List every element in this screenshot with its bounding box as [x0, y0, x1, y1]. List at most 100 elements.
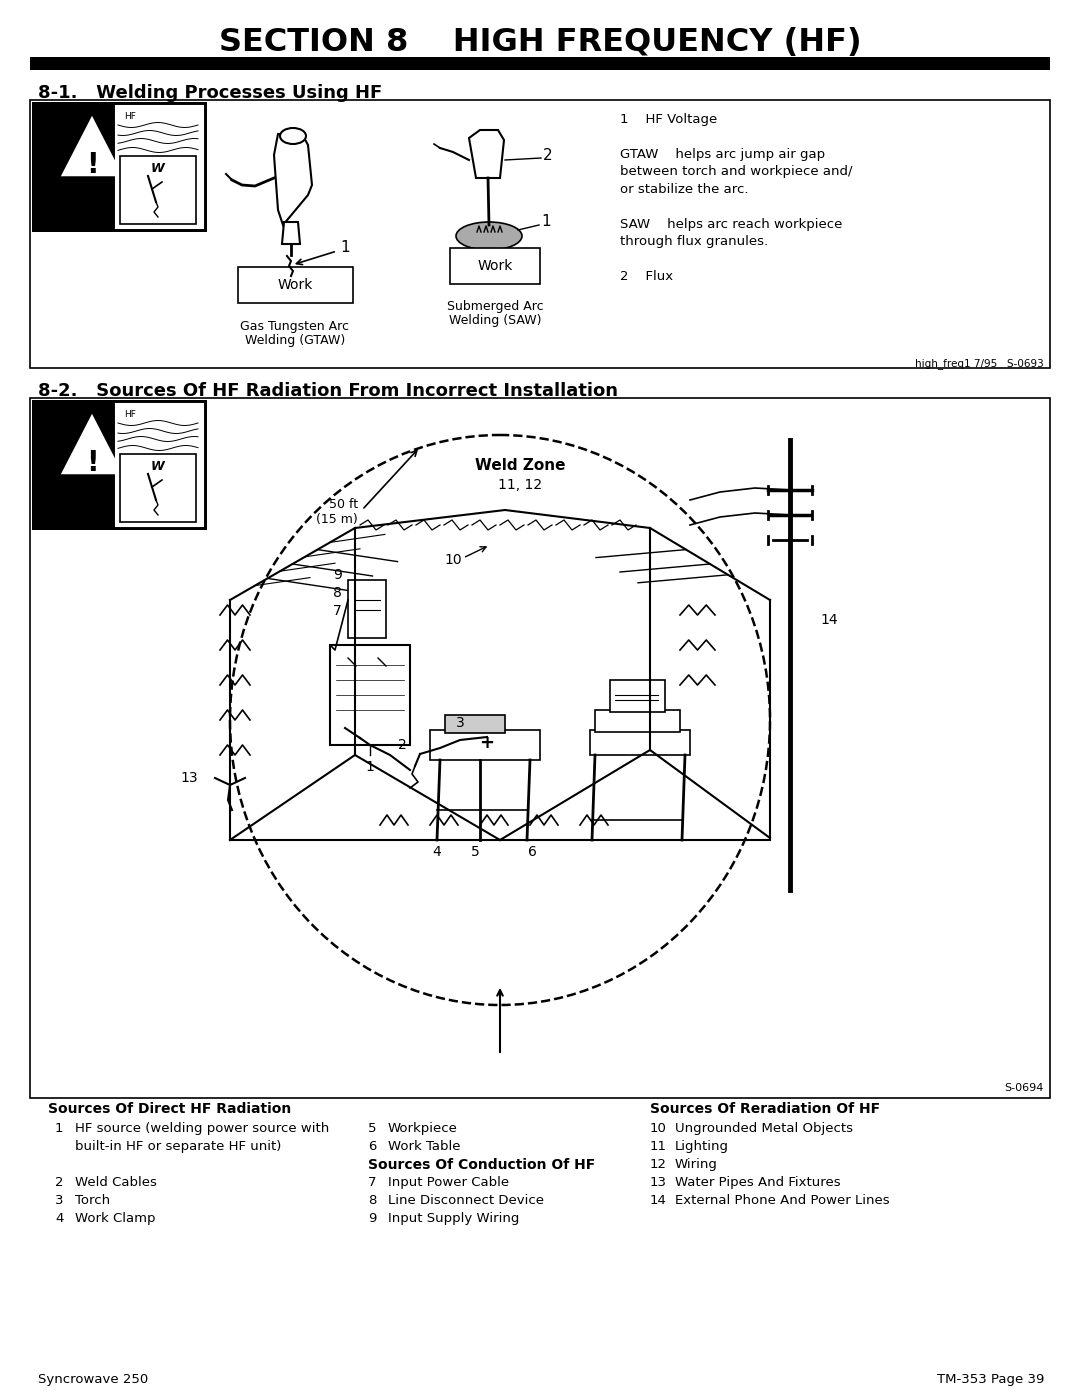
FancyBboxPatch shape: [595, 710, 680, 732]
Text: Input Supply Wiring: Input Supply Wiring: [388, 1213, 519, 1225]
Ellipse shape: [456, 222, 522, 250]
Text: 8-1.   Welding Processes Using HF: 8-1. Welding Processes Using HF: [38, 84, 382, 102]
Text: 1    HF Voltage: 1 HF Voltage: [620, 113, 717, 126]
Text: 1: 1: [365, 760, 375, 774]
Text: HF source (welding power source with: HF source (welding power source with: [75, 1122, 329, 1134]
Text: between torch and workpiece and/: between torch and workpiece and/: [620, 165, 852, 179]
Text: or stabilize the arc.: or stabilize the arc.: [620, 183, 748, 196]
Text: Syncrowave 250: Syncrowave 250: [38, 1373, 148, 1386]
Text: through flux granules.: through flux granules.: [620, 236, 768, 249]
Text: !: !: [85, 448, 98, 476]
Text: 10: 10: [444, 553, 462, 567]
FancyBboxPatch shape: [32, 400, 207, 529]
Polygon shape: [274, 134, 312, 225]
Text: 14: 14: [650, 1194, 666, 1207]
Text: 10: 10: [650, 1122, 666, 1134]
FancyBboxPatch shape: [30, 101, 1050, 367]
Text: 6: 6: [368, 1140, 376, 1153]
Text: Input Power Cable: Input Power Cable: [388, 1176, 509, 1189]
Text: 9: 9: [368, 1213, 376, 1225]
Polygon shape: [58, 409, 126, 476]
Text: Weld Cables: Weld Cables: [75, 1176, 157, 1189]
Text: Work Clamp: Work Clamp: [75, 1213, 156, 1225]
Text: 2: 2: [399, 738, 407, 752]
Text: 9: 9: [333, 569, 342, 583]
Text: Torch: Torch: [75, 1194, 110, 1207]
Text: Sources Of Direct HF Radiation: Sources Of Direct HF Radiation: [48, 1102, 292, 1116]
Text: 1: 1: [340, 240, 350, 256]
Text: Gas Tungsten Arc: Gas Tungsten Arc: [241, 320, 350, 332]
Text: SECTION 8    HIGH FREQUENCY (HF): SECTION 8 HIGH FREQUENCY (HF): [218, 27, 862, 57]
Text: Sources Of Reradiation Of HF: Sources Of Reradiation Of HF: [650, 1102, 880, 1116]
FancyBboxPatch shape: [30, 57, 1050, 70]
Text: HF: HF: [124, 409, 136, 419]
Text: 2: 2: [543, 148, 553, 162]
Text: 1: 1: [55, 1122, 64, 1134]
Text: Submerged Arc: Submerged Arc: [447, 300, 543, 313]
Text: 3: 3: [456, 717, 464, 731]
Polygon shape: [58, 112, 126, 177]
Text: 13: 13: [650, 1176, 667, 1189]
Text: Water Pipes And Fixtures: Water Pipes And Fixtures: [675, 1176, 840, 1189]
Text: W: W: [151, 162, 165, 175]
Text: 4: 4: [433, 845, 442, 859]
Text: 5: 5: [471, 845, 480, 859]
Text: Work Table: Work Table: [388, 1140, 460, 1153]
Text: 3: 3: [55, 1194, 64, 1207]
FancyBboxPatch shape: [330, 645, 410, 745]
FancyBboxPatch shape: [590, 731, 690, 754]
Text: !: !: [85, 151, 98, 179]
Text: 2: 2: [55, 1176, 64, 1189]
Text: 11: 11: [650, 1140, 667, 1153]
Text: Wiring: Wiring: [675, 1158, 718, 1171]
Text: 8: 8: [333, 585, 342, 599]
Text: Ungrounded Metal Objects: Ungrounded Metal Objects: [675, 1122, 853, 1134]
Text: W: W: [151, 460, 165, 472]
Text: Work: Work: [477, 258, 513, 272]
Text: Line Disconnect Device: Line Disconnect Device: [388, 1194, 544, 1207]
Text: Lighting: Lighting: [675, 1140, 729, 1153]
FancyBboxPatch shape: [120, 156, 195, 224]
Text: Welding (SAW): Welding (SAW): [449, 314, 541, 327]
Text: 13: 13: [180, 771, 198, 785]
Text: 11, 12: 11, 12: [498, 478, 542, 492]
Text: 2    Flux: 2 Flux: [620, 271, 673, 284]
Text: 6: 6: [527, 845, 537, 859]
FancyBboxPatch shape: [116, 404, 203, 527]
Text: Welding (GTAW): Welding (GTAW): [245, 334, 346, 346]
Polygon shape: [430, 731, 540, 760]
FancyBboxPatch shape: [610, 680, 665, 712]
Text: Weld Zone: Weld Zone: [475, 457, 565, 472]
Text: Sources Of Conduction Of HF: Sources Of Conduction Of HF: [368, 1158, 595, 1172]
Text: HF: HF: [124, 112, 136, 122]
Text: TM-353 Page 39: TM-353 Page 39: [936, 1373, 1044, 1386]
Text: GTAW    helps arc jump air gap: GTAW helps arc jump air gap: [620, 148, 825, 161]
Ellipse shape: [280, 129, 306, 144]
Text: 5: 5: [368, 1122, 377, 1134]
Text: 4: 4: [55, 1213, 64, 1225]
FancyBboxPatch shape: [32, 102, 207, 232]
FancyBboxPatch shape: [450, 249, 540, 284]
Polygon shape: [469, 130, 504, 177]
FancyBboxPatch shape: [348, 580, 386, 638]
Text: 8: 8: [368, 1194, 376, 1207]
Text: 8-2.   Sources Of HF Radiation From Incorrect Installation: 8-2. Sources Of HF Radiation From Incorr…: [38, 381, 618, 400]
Text: S-0694: S-0694: [1004, 1083, 1044, 1092]
Text: built-in HF or separate HF unit): built-in HF or separate HF unit): [75, 1140, 282, 1153]
FancyBboxPatch shape: [445, 715, 505, 733]
Text: 50 ft
(15 m): 50 ft (15 m): [316, 497, 357, 527]
Text: 7: 7: [368, 1176, 377, 1189]
Text: 14: 14: [820, 613, 838, 627]
Text: Workpiece: Workpiece: [388, 1122, 458, 1134]
FancyBboxPatch shape: [116, 106, 203, 228]
Text: high_freq1 7/95   S-0693: high_freq1 7/95 S-0693: [915, 358, 1044, 369]
Text: 1: 1: [541, 215, 551, 229]
Text: +: +: [480, 733, 495, 752]
Polygon shape: [282, 222, 300, 244]
Text: SAW    helps arc reach workpiece: SAW helps arc reach workpiece: [620, 218, 842, 231]
Text: External Phone And Power Lines: External Phone And Power Lines: [675, 1194, 890, 1207]
FancyBboxPatch shape: [120, 454, 195, 522]
FancyBboxPatch shape: [238, 267, 353, 303]
Text: 12: 12: [650, 1158, 667, 1171]
Text: Work: Work: [278, 278, 313, 292]
